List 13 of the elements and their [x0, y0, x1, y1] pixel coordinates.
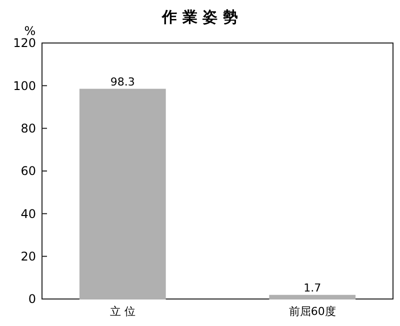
y-tick-label: 0 [28, 292, 36, 306]
y-tick-label: 100 [13, 78, 36, 93]
y-tick-label: 80 [20, 122, 36, 136]
chart-title: 作 業 姿 勢 [161, 8, 238, 26]
y-tick-label: 60 [20, 164, 36, 178]
x-tick-label: 前屈60度 [288, 305, 336, 318]
y-tick-label: 20 [20, 250, 36, 264]
y-tick-label: 40 [20, 206, 36, 221]
y-axis-title: % [24, 24, 36, 38]
y-tick-label: 120 [13, 36, 36, 50]
data-label: 1.7 [304, 281, 322, 294]
data-label: 98.3 [110, 75, 135, 88]
x-tick-label: 立 位 [110, 305, 136, 318]
